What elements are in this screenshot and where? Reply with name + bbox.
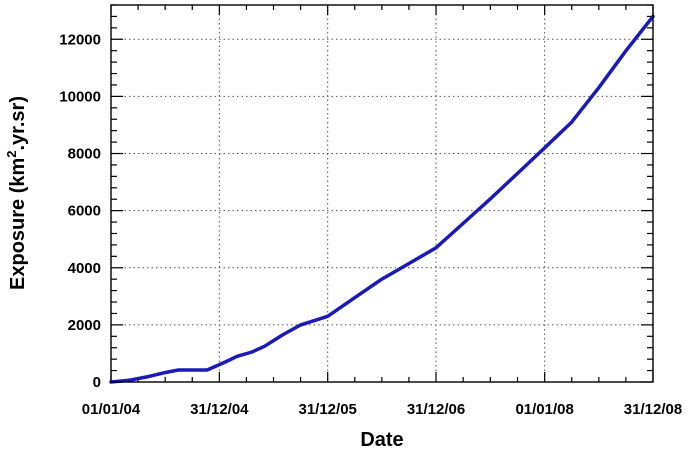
axis-ticks: [110, 4, 654, 383]
x-tick-label: 31/12/08: [624, 401, 682, 418]
x-tick-label: 31/12/05: [298, 401, 356, 418]
series-line: [109, 14, 655, 384]
y-axis-title-suffix: .yr.sr): [7, 96, 29, 150]
x-tick-label: 31/12/06: [407, 401, 465, 418]
y-tick-label: 8000: [68, 146, 101, 163]
y-tick-labels: 0 2000 4000 6000 8000 10000 12000: [59, 31, 101, 391]
y-tick-label: 10000: [59, 88, 101, 105]
y-tick-label: 0: [93, 374, 101, 391]
y-tick-label: 2000: [68, 317, 101, 334]
y-axis-title-prefix: Exposure (km: [7, 158, 29, 290]
x-tick-label: 01/01/08: [515, 401, 573, 418]
plot-frame: [110, 4, 654, 383]
grid-lines: [111, 5, 653, 382]
y-axis-title: Exposure (km2.yr.sr): [4, 96, 29, 290]
x-axis-title: Date: [360, 429, 403, 451]
y-tick-label: 12000: [59, 31, 101, 48]
y-tick-label: 4000: [68, 260, 101, 277]
x-tick-labels: 01/01/04 31/12/04 31/12/05 31/12/06 01/01/08…: [82, 401, 682, 418]
y-tick-label: 6000: [68, 203, 101, 220]
x-tick-label: 01/01/04: [82, 401, 141, 418]
y-axis-title-superscript: 2: [4, 150, 19, 157]
x-tick-label: 31/12/04: [190, 401, 249, 418]
